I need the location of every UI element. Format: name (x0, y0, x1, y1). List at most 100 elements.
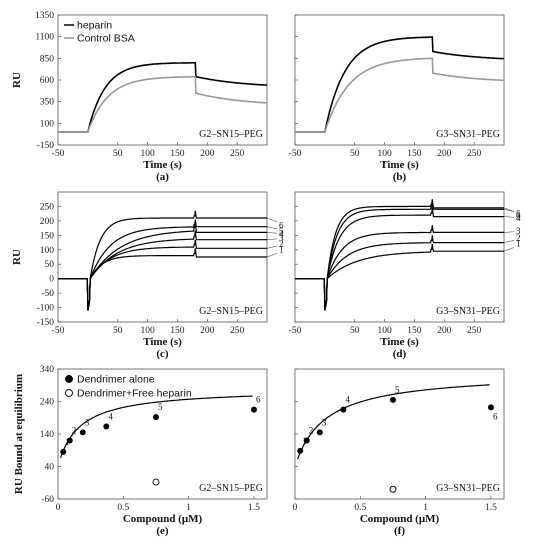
x-tick-label: 1 (423, 503, 428, 513)
x-tick-label: 200 (200, 326, 215, 336)
fit-curve (297, 384, 490, 460)
curve-label: 2 (516, 233, 521, 243)
curve-label: 4 (516, 213, 521, 223)
legend-label: Dendrimer+Free heparin (77, 388, 192, 400)
curve-label-leader (266, 232, 278, 234)
x-tick-label: 0 (56, 503, 61, 513)
sample-label: G3–SN31–PEG (436, 306, 500, 317)
sample-label: G2–SN15–PEG (199, 129, 263, 140)
curve-label-leader (503, 216, 515, 218)
curve-label: 4 (279, 229, 284, 239)
data-point-label: 6 (256, 395, 261, 405)
curve-label-leader (503, 231, 515, 233)
x-tick-label: 50 (350, 149, 360, 159)
sample-label: G3–SN31–PEG (436, 129, 500, 140)
x-tick-label: 1.5 (485, 503, 497, 513)
y-tick-label: -50 (41, 289, 54, 299)
curve-label: 3 (279, 233, 284, 243)
x-tick-label: 150 (407, 326, 422, 336)
x-tick-label: -50 (289, 326, 302, 336)
plot-frame (294, 368, 505, 500)
curve-label: 2 (279, 239, 284, 249)
x-tick-label: 250 (467, 326, 482, 336)
series-line-4 (58, 222, 267, 311)
panel-letter: (a) (156, 171, 169, 183)
data-point-alone (487, 404, 494, 411)
curve-label: 3 (516, 226, 521, 236)
data-point-alone (316, 429, 323, 436)
curve-label-leader (503, 240, 515, 243)
curve-label: 6 (516, 210, 521, 220)
data-point-heparin (389, 485, 397, 493)
curve-label-leader (503, 207, 515, 212)
legend-label: Dendrimer alone (77, 374, 155, 386)
x-tick-label: 250 (230, 149, 245, 159)
y-tick-label: 340 (40, 365, 55, 375)
series-line-5 (58, 219, 267, 311)
data-point-label: 4 (345, 395, 350, 405)
x-axis-label: Time (s) (143, 336, 182, 348)
data-point-heparin (152, 478, 160, 486)
y-tick-label: 600 (40, 76, 55, 86)
x-tick-label: 100 (140, 149, 155, 159)
x-axis-label: Time (s) (380, 159, 419, 171)
data-point-alone (250, 406, 257, 413)
curve-label-leader (266, 238, 278, 240)
sample-label: G2–SN15–PEG (199, 306, 263, 317)
y-tick-label: 850 (40, 54, 55, 64)
legend-label: heparin (77, 20, 112, 32)
x-tick-label: 200 (437, 149, 452, 159)
data-point-alone (340, 406, 347, 413)
series-line-heparin (295, 36, 505, 133)
legend: Dendrimer alone Dendrimer+Free heparin (65, 374, 192, 400)
data-point-alone (152, 414, 159, 421)
x-axis-label: Time (s) (143, 159, 182, 171)
series-line-control-bsa (58, 76, 267, 133)
panel-letter: (d) (393, 348, 407, 360)
sample-label: G2–SN15–PEG (199, 483, 263, 494)
y-tick-label: 140 (40, 430, 55, 440)
curve-label-leader (266, 217, 278, 222)
panel-letter: (c) (156, 348, 169, 360)
series-line-1 (295, 243, 504, 311)
data-point-alone (60, 448, 67, 455)
data-point-alone (79, 429, 86, 436)
y-tick-label: 1100 (35, 33, 54, 43)
y-tick-label: 0 (49, 275, 54, 285)
data-point-alone (66, 437, 73, 444)
y-tick-label: 200 (40, 217, 55, 227)
curve-label: 5 (279, 226, 284, 236)
series-line-4 (295, 207, 504, 311)
x-tick-label: 100 (377, 326, 392, 336)
fit-curve (60, 395, 253, 459)
data-point-label: 6 (493, 411, 498, 421)
data-point-alone (103, 423, 110, 430)
data-point-label: 2 (72, 426, 77, 436)
curve-label: 1 (279, 245, 284, 255)
y-axis-label: RU (11, 249, 23, 265)
series-line-6 (58, 210, 267, 311)
panel-letter: (e) (156, 525, 169, 537)
panel-a: -150 100 350 600 850 1100 1350 -50 50 100 150 200 25… (11, 11, 268, 183)
series-group (58, 61, 267, 133)
y-tick-label: 150 (40, 231, 55, 241)
legend-label: Control BSA (77, 33, 135, 45)
legend-marker (65, 389, 73, 397)
panel-b: -50 50 100 150 200 250 Time (s)(b) G3–SN31–PEG (289, 14, 505, 183)
sample-label: G3–SN31–PEG (436, 483, 500, 494)
curve-label: 6 (279, 221, 284, 231)
series-group (295, 36, 505, 133)
data-point-alone (389, 396, 396, 403)
x-tick-label: -50 (289, 149, 302, 159)
curve-label-leader (503, 247, 515, 252)
x-tick-label: -50 (52, 149, 65, 159)
data-point-label: 3 (85, 417, 90, 427)
x-tick-label: 0.5 (117, 503, 129, 513)
data-point-label: 3 (322, 417, 327, 427)
x-axis-label: Compound (μM) (360, 513, 440, 525)
curve-label: 5 (516, 209, 521, 219)
x-tick-label: 100 (140, 326, 155, 336)
